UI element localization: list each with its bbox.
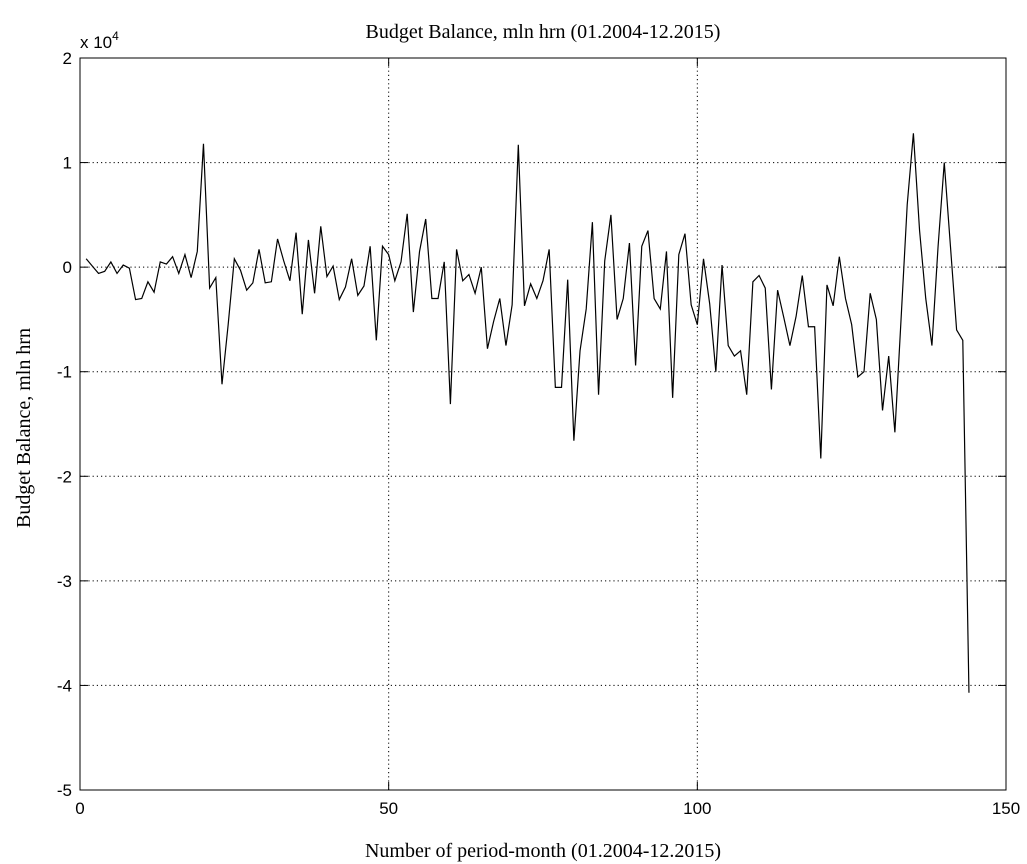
x-tick-label: 100 <box>683 799 711 818</box>
x-tick-label: 50 <box>379 799 398 818</box>
y-multiplier: x 104 <box>80 29 119 52</box>
series-line <box>85 133 970 693</box>
chart-title: Budget Balance, mln hrn (01.2004-12.2015… <box>366 21 721 43</box>
x-tick-label: 150 <box>992 799 1020 818</box>
axis-ticks: 0 50 100 150 2 1 0 -1 -2 -3 -4 -5 <box>57 49 1020 818</box>
y-tick-label: 2 <box>63 49 72 68</box>
y-tick-label: -1 <box>57 363 72 382</box>
y-tick-label: -5 <box>57 781 72 800</box>
y-tick-label: 1 <box>63 154 72 173</box>
y-multiplier-exponent: 4 <box>112 29 119 43</box>
x-tick-label: 0 <box>75 799 84 818</box>
grid-lines <box>80 58 1006 790</box>
plot-area <box>79 57 1007 791</box>
y-tick-label: -3 <box>57 572 72 591</box>
y-tick-label: 0 <box>63 258 72 277</box>
y-axis-label: Budget Balance, mln hrn <box>13 328 35 528</box>
y-tick-label: -2 <box>57 467 72 486</box>
y-tick-label: -4 <box>57 676 72 695</box>
x-axis-label: Number of period-month (01.2004-12.2015) <box>365 840 721 862</box>
